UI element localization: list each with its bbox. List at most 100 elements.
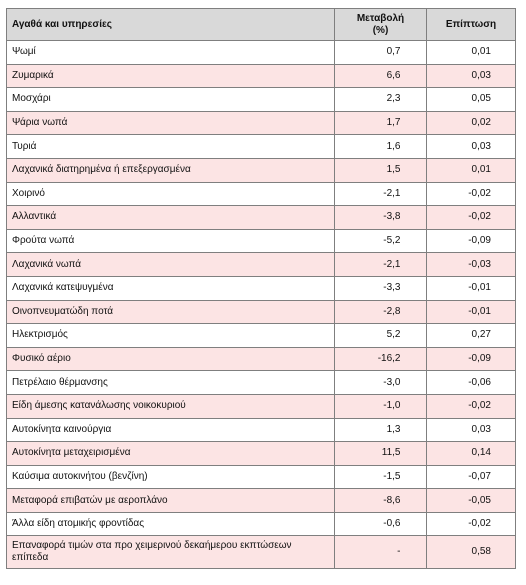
row-impact: 0,03 bbox=[471, 423, 491, 435]
row-item: Αυτοκίνητα καινούργια bbox=[6, 418, 335, 443]
row-change: -2,8 bbox=[383, 305, 401, 317]
row-impact: 0,27 bbox=[471, 329, 491, 341]
row-change: -5,2 bbox=[383, 235, 401, 247]
row-impact: -0,02 bbox=[468, 518, 491, 530]
table-row: Είδη άμεσης κατανάλωσης νοικοκυριού -1,0 -… bbox=[6, 394, 516, 419]
row-impact: -0,01 bbox=[468, 305, 491, 317]
row-change: 1,5 bbox=[386, 164, 401, 176]
row-item: Λαχανικά κατεψυγμένα bbox=[6, 276, 335, 301]
row-change-cell: 6,6 bbox=[334, 64, 427, 89]
row-change-cell: -2,1 bbox=[334, 252, 427, 277]
row-impact-cell: -0,02 bbox=[426, 512, 516, 537]
table-row: Χοιρινό -2,1 -0,02 bbox=[6, 182, 516, 207]
row-change-cell: 1,6 bbox=[334, 134, 427, 159]
header-change-line2: (%) bbox=[372, 24, 389, 36]
row-change-cell: -1,5 bbox=[334, 465, 427, 490]
header-item: Αγαθά και υπηρεσίες bbox=[6, 8, 335, 41]
row-impact-cell: -0,07 bbox=[426, 465, 516, 490]
row-impact: 0,01 bbox=[471, 46, 491, 58]
row-impact-cell: -0,09 bbox=[426, 347, 516, 372]
row-change-cell: 11,5 bbox=[334, 441, 427, 466]
row-change: 1,7 bbox=[386, 117, 401, 129]
row-item: Πετρέλαιο θέρμανσης bbox=[6, 370, 335, 395]
row-change: 11,5 bbox=[381, 447, 401, 459]
row-change-cell: 5,2 bbox=[334, 323, 427, 348]
row-item: Λαχανικά νωπά bbox=[6, 252, 335, 277]
row-impact-cell: -0,09 bbox=[426, 229, 516, 254]
row-change-cell: 1,5 bbox=[334, 158, 427, 183]
row-change-cell: 1,3 bbox=[334, 418, 427, 443]
table-header-row: Αγαθά και υπηρεσίες Μεταβολή (%) Επίπτωση bbox=[6, 8, 516, 41]
row-impact-cell: -0,02 bbox=[426, 394, 516, 419]
table-row: Αυτοκίνητα μεταχειρισμένα 11,5 0,14 bbox=[6, 441, 516, 466]
row-impact-cell: 0,03 bbox=[426, 418, 516, 443]
row-change: -2,1 bbox=[383, 258, 401, 270]
table-row: Επαναφορά τιμών στα προ χειμερινού δεκαή… bbox=[6, 535, 516, 570]
row-change-cell: -0,6 bbox=[334, 512, 427, 537]
table-row: Φρούτα νωπά -5,2 -0,09 bbox=[6, 229, 516, 254]
row-change-cell: - bbox=[334, 535, 427, 570]
row-item: Αλλαντικά bbox=[6, 205, 335, 230]
row-change-cell: -3,3 bbox=[334, 276, 427, 301]
row-impact: 0,02 bbox=[471, 117, 491, 129]
table-row: Αυτοκίνητα καινούργια 1,3 0,03 bbox=[6, 418, 516, 443]
row-impact: -0,03 bbox=[468, 258, 491, 270]
table-row: Καύσιμα αυτοκινήτου (βενζίνη) -1,5 -0,07 bbox=[6, 465, 516, 490]
row-impact: 0,05 bbox=[471, 93, 491, 105]
row-impact-cell: 0,27 bbox=[426, 323, 516, 348]
row-item: Ζυμαρικά bbox=[6, 64, 335, 89]
row-impact: 0,01 bbox=[471, 164, 491, 176]
row-item: Μεταφορά επιβατών με αεροπλάνο bbox=[6, 488, 335, 513]
row-item: Μοσχάρι bbox=[6, 87, 335, 112]
row-change: 1,3 bbox=[386, 423, 401, 435]
row-impact-cell: -0,02 bbox=[426, 205, 516, 230]
row-impact-cell: 0,05 bbox=[426, 87, 516, 112]
row-change: -3,8 bbox=[383, 211, 401, 223]
table-container: Αγαθά και υπηρεσίες Μεταβολή (%) Επίπτωση… bbox=[6, 8, 516, 570]
row-impact: -0,06 bbox=[468, 376, 491, 388]
row-impact: 0,03 bbox=[471, 69, 491, 81]
row-change: 2,3 bbox=[386, 93, 401, 105]
row-item: Επαναφορά τιμών στα προ χειμερινού δεκαή… bbox=[6, 535, 335, 570]
row-impact-cell: 0,02 bbox=[426, 111, 516, 136]
table-row: Άλλα είδη ατομικής φροντίδας -0,6 -0,02 bbox=[6, 512, 516, 537]
row-change: - bbox=[397, 546, 401, 558]
row-item: Φρούτα νωπά bbox=[6, 229, 335, 254]
table-row: Αλλαντικά -3,8 -0,02 bbox=[6, 205, 516, 230]
row-change-cell: -5,2 bbox=[334, 229, 427, 254]
row-impact-cell: 0,14 bbox=[426, 441, 516, 466]
row-impact: -0,01 bbox=[468, 282, 491, 294]
row-item: Ψωμί bbox=[6, 40, 335, 65]
row-change: 0,7 bbox=[386, 46, 401, 58]
row-impact-cell: 0,03 bbox=[426, 134, 516, 159]
row-item: Αυτοκίνητα μεταχειρισμένα bbox=[6, 441, 335, 466]
row-impact-cell: -0,06 bbox=[426, 370, 516, 395]
table-row: Ζυμαρικά 6,6 0,03 bbox=[6, 64, 516, 89]
row-item: Ψάρια νωπά bbox=[6, 111, 335, 136]
row-impact-cell: 0,58 bbox=[426, 535, 516, 570]
row-item: Ηλεκτρισμός bbox=[6, 323, 335, 348]
row-item: Είδη άμεσης κατανάλωσης νοικοκυριού bbox=[6, 394, 335, 419]
row-change-cell: -3,0 bbox=[334, 370, 427, 395]
row-impact-cell: 0,01 bbox=[426, 40, 516, 65]
table-row: Ηλεκτρισμός 5,2 0,27 bbox=[6, 323, 516, 348]
row-impact-cell: -0,05 bbox=[426, 488, 516, 513]
row-impact: -0,02 bbox=[468, 187, 491, 199]
row-change: 5,2 bbox=[386, 329, 401, 341]
row-item: Λαχανικά διατηρημένα ή επεξεργασμένα bbox=[6, 158, 335, 183]
row-impact: -0,02 bbox=[468, 211, 491, 223]
row-impact: -0,02 bbox=[468, 400, 491, 412]
row-change: -3,3 bbox=[383, 282, 401, 294]
row-item: Οινοπνευματώδη ποτά bbox=[6, 300, 335, 325]
table-row: Φυσικό αέριο -16,2 -0,09 bbox=[6, 347, 516, 372]
row-change: -8,6 bbox=[383, 494, 401, 506]
row-impact: -0,05 bbox=[468, 494, 491, 506]
row-impact-cell: 0,01 bbox=[426, 158, 516, 183]
table-row: Λαχανικά κατεψυγμένα -3,3 -0,01 bbox=[6, 276, 516, 301]
row-item: Τυριά bbox=[6, 134, 335, 159]
row-change: 6,6 bbox=[386, 69, 401, 81]
table-row: Ψάρια νωπά 1,7 0,02 bbox=[6, 111, 516, 136]
row-change-cell: -8,6 bbox=[334, 488, 427, 513]
header-change: Μεταβολή (%) bbox=[334, 8, 427, 41]
row-impact: -0,09 bbox=[468, 353, 491, 365]
